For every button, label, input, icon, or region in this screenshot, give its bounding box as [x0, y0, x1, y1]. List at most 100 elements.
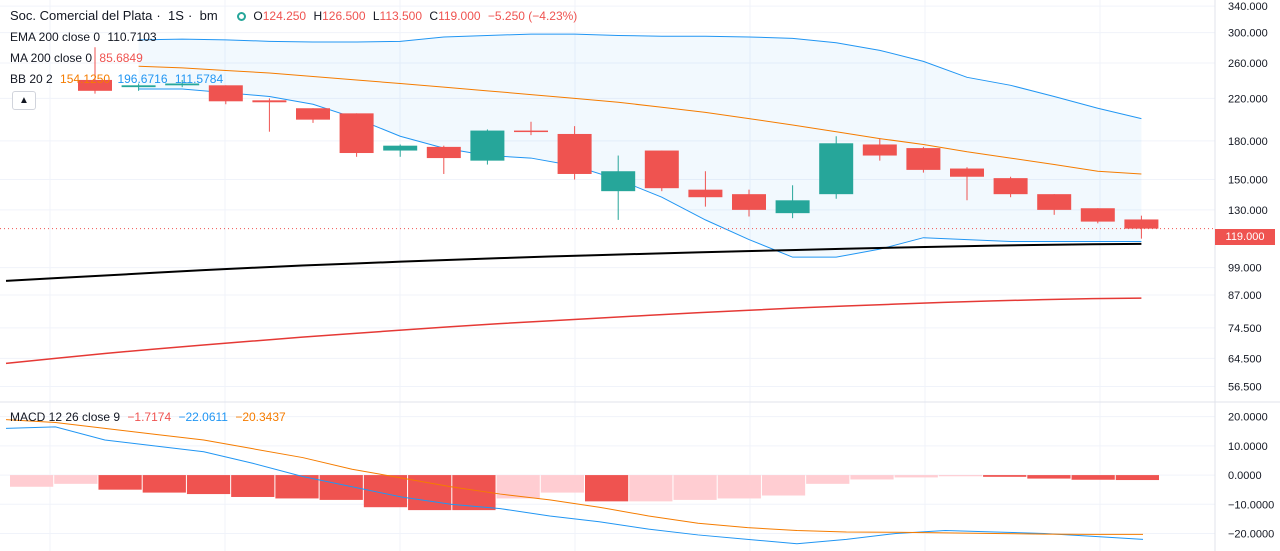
- candle-body: [121, 85, 156, 88]
- price-tick-label: 180.000: [1228, 136, 1268, 148]
- price-tick-label: 64.500: [1228, 353, 1262, 365]
- bollinger-band-area: [138, 34, 1142, 258]
- change-value: −5.250 (−4.23%): [487, 9, 578, 23]
- candle-body: [470, 130, 505, 161]
- candle-body: [1080, 208, 1115, 222]
- macd-histogram-bar: [54, 475, 98, 484]
- macd-histogram-bar: [1115, 475, 1159, 481]
- price-tick-label: 74.500: [1228, 323, 1262, 335]
- candle-body: [950, 168, 984, 177]
- price-tick-label: 340.000: [1228, 1, 1268, 13]
- macd-histogram-bar: [938, 475, 983, 477]
- macd-tick-label: 20.0000: [1228, 412, 1268, 424]
- price-axis[interactable]: 340.000 300.000 260.000 220.000 180.000 150.0…: [1228, 1, 1274, 540]
- ma-label: MA 200 close 0: [10, 51, 93, 65]
- macd-histogram-bar: [186, 475, 231, 495]
- price-tick-label: 130.000: [1228, 205, 1268, 217]
- ma-legend[interactable]: MA 200 close 0 85.6849: [10, 51, 147, 65]
- ema-legend[interactable]: EMA 200 close 0 110.7103: [10, 30, 161, 44]
- indicator-lines: [0, 33, 1215, 365]
- candlestick-series: [78, 47, 1159, 239]
- macd-histogram-bar: [98, 475, 142, 490]
- macd-tick-label: 10.0000: [1228, 441, 1268, 453]
- bb-basis-line: [138, 65, 1142, 175]
- candle-body: [339, 113, 374, 154]
- candle-body: [644, 150, 679, 189]
- candle-body: [993, 178, 1028, 195]
- candle-body: [296, 108, 330, 120]
- macd-line-value: −22.0611: [178, 410, 228, 424]
- bb-upper-value: 196.6716: [117, 72, 168, 86]
- macd-hist-value: −1.7174: [127, 410, 172, 424]
- macd-histogram-bar: [850, 475, 894, 480]
- bb-lower-value: 111.5784: [174, 72, 224, 86]
- price-tick-label: 150.000: [1228, 175, 1268, 187]
- candle-body: [208, 85, 243, 102]
- low-value: 113.500: [379, 9, 423, 23]
- candle-body: [165, 83, 200, 86]
- open-value: 124.250: [262, 9, 307, 23]
- interval: 1S: [168, 8, 184, 23]
- macd-pane: [5, 419, 1159, 545]
- macd-label: MACD 12 26 close 9: [10, 410, 121, 424]
- candle-body: [1037, 194, 1072, 210]
- candle-body: [252, 100, 287, 103]
- macd-histogram-bar: [1071, 475, 1115, 480]
- main-legend: Soc. Comercial del Plata · 1S · bm O124.25…: [10, 8, 578, 23]
- price-tick-label: 300.000: [1228, 28, 1268, 40]
- ma-value: 85.6849: [99, 51, 143, 65]
- bb-basis-value: 154.1250: [60, 72, 111, 86]
- exchange: bm: [199, 8, 218, 23]
- macd-histogram-bar: [983, 475, 1027, 477]
- ema-line: [5, 242, 1142, 282]
- price-tick-label: 87.000: [1228, 290, 1262, 302]
- candle-body: [688, 189, 723, 198]
- candle-body: [732, 194, 766, 210]
- macd-tick-label: 0.0000: [1228, 470, 1262, 482]
- close-value: 119.000: [438, 9, 481, 23]
- macd-histogram-bar: [585, 475, 629, 502]
- price-tick-label: 56.500: [1228, 381, 1262, 393]
- macd-histogram-bar: [1027, 475, 1071, 479]
- macd-histogram-bar: [717, 475, 761, 499]
- candle-body: [862, 144, 897, 156]
- macd-tick-label: −10.0000: [1228, 499, 1274, 511]
- low-label: L: [372, 9, 380, 23]
- macd-histogram-bar: [231, 475, 275, 497]
- macd-histogram-bar: [10, 475, 54, 487]
- candle-body: [601, 171, 636, 192]
- candle-body: [1124, 219, 1159, 229]
- chevron-up-icon[interactable]: ▲: [12, 91, 36, 110]
- price-tick-label: 220.000: [1228, 93, 1268, 105]
- macd-histogram-bar: [761, 475, 806, 496]
- high-label: H: [313, 9, 323, 23]
- macd-histogram-bar: [673, 475, 717, 500]
- price-tick-label: 99.000: [1228, 263, 1262, 275]
- macd-histogram-bar: [540, 475, 584, 493]
- macd-histogram-bar: [496, 475, 540, 499]
- candle-body: [775, 200, 810, 214]
- status-dot-icon: [237, 12, 247, 21]
- macd-legend[interactable]: MACD 12 26 close 9 −1.7174 −22.0611 −20.…: [10, 410, 290, 424]
- macd-histogram-bar: [894, 475, 938, 478]
- high-value: 126.500: [322, 9, 366, 23]
- macd-histogram-bar: [363, 475, 408, 508]
- candle-body: [383, 145, 418, 151]
- bb-legend[interactable]: BB 20 2 154.1250 196.6716 111.5784: [10, 72, 227, 86]
- macd-histogram-bar: [629, 475, 673, 502]
- candle-body: [78, 79, 112, 91]
- last-price-tag: 119.000: [1215, 229, 1275, 245]
- price-tick-label: 260.000: [1228, 58, 1268, 70]
- ema-label: EMA 200 close 0: [10, 30, 101, 44]
- candle-body: [514, 130, 548, 133]
- macd-histogram-bar: [275, 475, 319, 499]
- candle-body: [906, 148, 941, 170]
- macd-histogram-bar: [142, 475, 186, 493]
- candle-body: [557, 133, 592, 174]
- bollinger-band-fill: [138, 34, 1142, 258]
- bb-upper-line: [138, 33, 1142, 120]
- ema-value: 110.7103: [107, 30, 157, 44]
- signal-line: [5, 419, 1143, 535]
- macd-line: [5, 426, 1144, 545]
